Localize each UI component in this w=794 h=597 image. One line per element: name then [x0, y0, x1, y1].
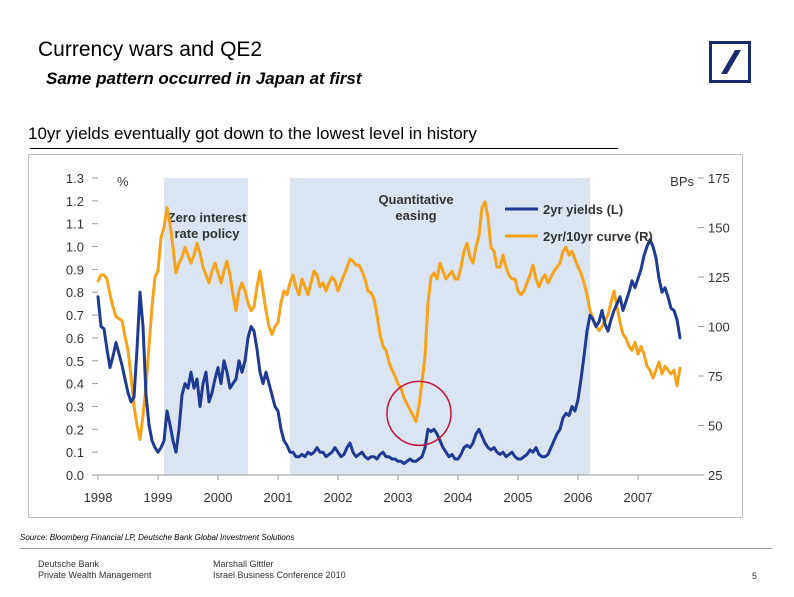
right-tick-label: 75 [708, 369, 722, 384]
footer-event-name: Israel Business Conference 2010 [213, 570, 346, 580]
chart-frame [28, 154, 743, 518]
x-tick-label: 2004 [444, 490, 473, 505]
x-tick-label: 2003 [384, 490, 413, 505]
left-tick-label: 0.5 [66, 354, 84, 369]
annotations [386, 380, 452, 447]
right-tick-label: 125 [708, 270, 730, 285]
series-line-2yr-yields [96, 238, 682, 466]
left-tick-label: 1.0 [66, 240, 84, 255]
footer-presenter: Marshall Gittler [213, 559, 274, 569]
right-tick-label: 50 [708, 419, 722, 434]
right-tick-label: 175 [708, 171, 730, 186]
x-tick-label: 2002 [324, 490, 353, 505]
left-tick-label: 1.3 [66, 171, 84, 186]
slide-subtitle: Same pattern occurred in Japan at first [46, 69, 362, 88]
series-lines [96, 200, 682, 466]
left-tick-label: 0.0 [66, 468, 84, 483]
axes: 0.0 0.1 0.2 0.3 0.4 0.5 0.6 0.7 0.8 0.9 1.0 1.1 1.2 1… [66, 171, 730, 505]
shaded-period-label-line: Zero interest [168, 210, 247, 225]
left-axis-unit: % [117, 174, 129, 189]
x-tick-label: 1999 [144, 490, 173, 505]
series-line-2yr-10yr-curve [96, 200, 682, 441]
left-tick-label: 1.2 [66, 194, 84, 209]
legend-label: 2yr/10yr curve (R) [543, 229, 653, 244]
shaded-period-2 [290, 178, 590, 475]
footer-event: Marshall Gittler Israel Business Confere… [213, 559, 346, 581]
shaded-periods: Zero interest rate policy Quantitative easi… [164, 178, 590, 475]
heading-rule [30, 148, 618, 149]
left-tick-label: 0.2 [66, 422, 84, 437]
left-tick-label: 0.1 [66, 445, 84, 460]
right-tick-label: 150 [708, 221, 730, 236]
left-tick-label: 0.6 [66, 331, 84, 346]
right-axis-unit: BPs [670, 174, 694, 189]
left-tick-label: 0.4 [66, 377, 84, 392]
x-tick-label: 2000 [204, 490, 233, 505]
footer-division: Private Wealth Management [38, 570, 152, 580]
left-tick-label: 0.8 [66, 285, 84, 300]
legend-label: 2yr yields (L) [543, 202, 623, 217]
shaded-period-label-line: rate policy [174, 226, 240, 241]
shaded-period-label-line: Quantitative [378, 192, 453, 207]
source-note: Source: Bloomberg Financial LP, Deutsche… [20, 533, 295, 542]
page-number: 5 [752, 571, 758, 581]
x-tick-label: 1998 [84, 490, 113, 505]
x-tick-label: 2005 [504, 490, 533, 505]
footer-company-name: Deutsche Bank [38, 559, 100, 569]
right-tick-label: 100 [708, 320, 730, 335]
x-tick-label: 2007 [624, 490, 653, 505]
left-tick-label: 0.9 [66, 262, 84, 277]
shaded-period-label-1: Zero interest rate policy [168, 210, 247, 241]
footer-rule [20, 548, 772, 549]
footer-company: Deutsche Bank Private Wealth Management [38, 559, 151, 581]
shaded-period-label-2: Quantitative easing [378, 192, 453, 223]
x-tick-label: 2006 [564, 490, 593, 505]
deutsche-bank-logo [709, 41, 751, 83]
slide-title: Currency wars and QE2 [38, 38, 263, 61]
chart-heading: 10yr yields eventually got down to the l… [28, 124, 477, 143]
x-tick-label: 2001 [264, 490, 293, 505]
left-tick-label: 0.3 [66, 399, 84, 414]
highlight-circle [386, 380, 452, 447]
shaded-period-label-line: easing [395, 208, 436, 223]
legend: 2yr yields (L) 2yr/10yr curve (R) [505, 202, 653, 244]
left-tick-label: 1.1 [66, 217, 84, 232]
left-tick-label: 0.7 [66, 308, 84, 323]
logo-slash-icon [721, 50, 741, 74]
right-tick-label: 25 [708, 468, 722, 483]
